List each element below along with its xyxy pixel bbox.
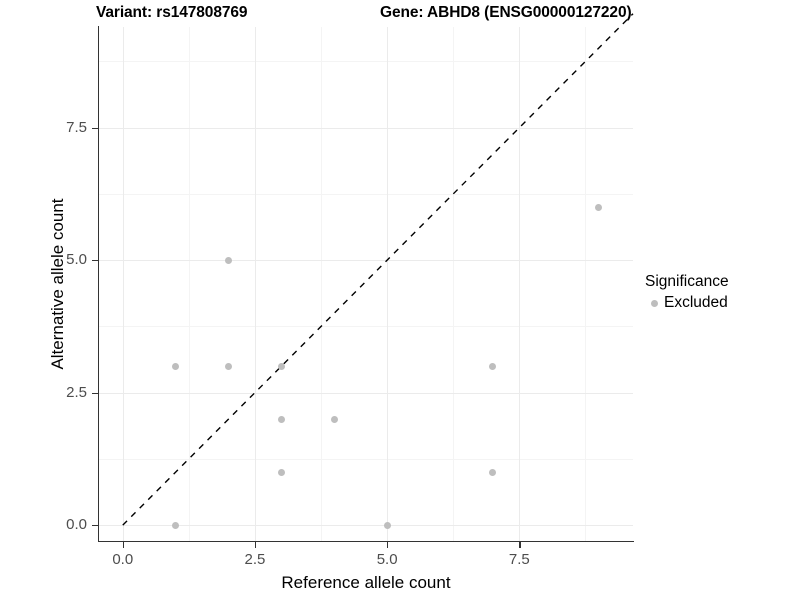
gridline-major-vertical: [122, 27, 124, 541]
legend-item-excluded[interactable]: Excluded: [645, 294, 729, 312]
data-point[interactable]: [225, 362, 233, 370]
data-point[interactable]: [277, 362, 285, 370]
x-axis-line: [98, 541, 634, 543]
gridlines: [99, 27, 633, 541]
y-tick-label: 5.0: [66, 251, 87, 269]
data-point[interactable]: [595, 203, 603, 211]
y-tick-label: 7.5: [66, 118, 87, 136]
y-tick-label: 2.5: [66, 383, 87, 401]
data-point[interactable]: [277, 468, 285, 476]
gridline-minor-vertical: [321, 27, 323, 541]
gene-title: Gene: ABHD8 (ENSG00000127220): [380, 4, 632, 21]
x-tick-label: 2.5: [244, 551, 266, 568]
gridline-major-horizontal: [99, 525, 633, 527]
legend-title: Significance: [645, 273, 729, 290]
gridline-major-vertical: [519, 27, 521, 541]
y-tick-mark: [92, 525, 98, 527]
x-tick-mark: [387, 542, 389, 548]
x-tick-label: 0.0: [112, 551, 134, 568]
gridline-major-vertical: [254, 27, 256, 541]
x-tick-label: 7.5: [508, 551, 530, 568]
plot-panel: [99, 13, 634, 541]
gridline-major-vertical: [387, 27, 389, 541]
gridline-major-horizontal: [99, 127, 633, 129]
legend-item-label: Excluded: [664, 294, 728, 311]
gridline-minor-vertical: [453, 27, 455, 541]
gridline-major-horizontal: [99, 392, 633, 394]
data-point[interactable]: [225, 256, 233, 264]
legend: Significance Excluded: [645, 272, 729, 312]
y-axis-line: [98, 26, 100, 542]
gridline-minor-horizontal: [99, 326, 633, 328]
y-tick-mark: [92, 260, 98, 262]
y-axis-title: Alternative allele count: [48, 198, 67, 370]
gridline-minor-vertical: [585, 27, 587, 541]
data-point[interactable]: [172, 521, 180, 529]
gridline-minor-vertical: [188, 27, 190, 541]
data-point[interactable]: [489, 362, 497, 370]
data-point[interactable]: [330, 415, 338, 423]
x-tick-mark: [254, 542, 257, 548]
legend-key: [645, 294, 663, 312]
data-point[interactable]: [489, 468, 497, 476]
x-axis-title: Reference allele count: [281, 573, 451, 592]
data-point[interactable]: [383, 521, 391, 529]
data-point[interactable]: [277, 415, 285, 423]
gridline-minor-horizontal: [99, 193, 633, 195]
x-tick-mark: [519, 542, 521, 548]
gridline-minor-horizontal: [99, 61, 633, 63]
circle-marker-icon: [650, 299, 658, 307]
x-tick-mark: [122, 542, 125, 548]
x-tick-label: 5.0: [376, 551, 398, 568]
gridline-major-horizontal: [99, 260, 633, 262]
gridline-minor-horizontal: [99, 458, 633, 460]
y-tick-mark: [92, 127, 98, 129]
y-tick-label: 0.0: [66, 516, 87, 534]
variant-title: Variant: rs147808769: [96, 4, 248, 21]
y-tick-mark: [92, 392, 98, 394]
data-point[interactable]: [172, 362, 180, 370]
